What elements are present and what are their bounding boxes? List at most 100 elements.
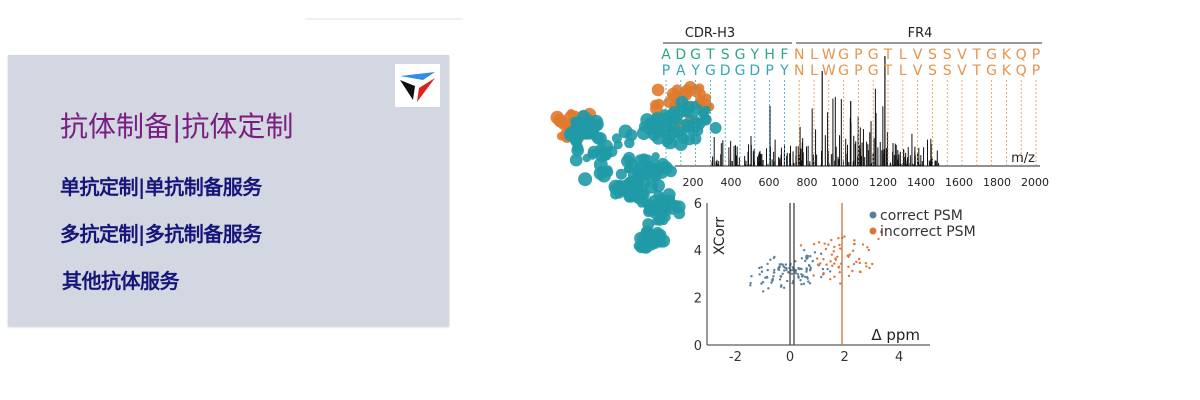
scatter-point-incorrect xyxy=(836,255,839,258)
scatter-point-correct xyxy=(769,258,772,262)
sequence-letter: G xyxy=(868,47,879,63)
scatter-point-correct xyxy=(805,255,808,259)
scatter-point-correct xyxy=(796,272,799,276)
sequence-letter: G xyxy=(986,47,997,63)
link-polyclonal-service[interactable]: 多抗定制|多抗制备服务 xyxy=(60,222,262,246)
molecule-atom xyxy=(673,109,684,121)
scatter-point-incorrect xyxy=(868,266,871,270)
scatter-point-incorrect xyxy=(819,262,822,265)
sequence-letter: N xyxy=(794,63,804,79)
x-tick-label: 2 xyxy=(840,350,848,365)
scatter-point-correct xyxy=(785,266,788,270)
scatter-point-correct xyxy=(806,277,809,280)
region-label-cdr: CDR-H3 xyxy=(685,26,735,41)
scatter-point-correct xyxy=(797,275,800,278)
molecule-atom xyxy=(662,188,676,202)
sequence-letter: K xyxy=(1002,47,1012,63)
sequence-letter: G xyxy=(705,63,716,79)
scatter-point-incorrect xyxy=(855,260,858,264)
y-tick-label: 0 xyxy=(694,339,702,354)
sequence-letter: P xyxy=(765,63,773,79)
scatter-point-correct xyxy=(794,268,798,272)
scatter-point-correct xyxy=(778,265,781,269)
molecule-atom xyxy=(648,169,662,183)
scatter-point-correct xyxy=(826,267,829,271)
scatter-point-incorrect xyxy=(837,266,840,269)
scatter-point-incorrect xyxy=(864,262,868,265)
scatter-point-correct xyxy=(790,269,794,272)
scatter-point-incorrect xyxy=(833,262,836,265)
molecule-atom xyxy=(661,137,672,148)
molecule-atom xyxy=(664,165,677,178)
molecule-atom xyxy=(689,133,702,145)
scatter-point-correct xyxy=(758,266,761,270)
scatter-point-correct xyxy=(773,271,776,274)
spectrum-tick-label: 1600 xyxy=(945,176,973,189)
antibody-molecule-illustration xyxy=(550,81,722,254)
scatter-point-incorrect xyxy=(846,254,849,257)
scatter-point-correct xyxy=(800,275,804,278)
scatter-point-correct xyxy=(785,279,789,283)
link-monoclonal-service[interactable]: 单抗定制|单抗制备服务 xyxy=(60,175,262,199)
sequence-letter: F xyxy=(780,47,788,63)
molecule-atom xyxy=(582,153,591,163)
scatter-point-incorrect xyxy=(830,253,834,256)
y-tick-label: 6 xyxy=(694,197,702,212)
scatter-point-incorrect xyxy=(853,239,856,242)
sequence-letter: Y xyxy=(750,47,760,63)
scatter-point-incorrect xyxy=(812,274,815,277)
x-axis-label: Δ ppm xyxy=(871,326,920,344)
scatter-point-incorrect xyxy=(861,243,865,246)
spectrum-tick-label: 2000 xyxy=(1021,176,1049,189)
scatter-point-correct xyxy=(749,284,752,287)
sequence-letter: G xyxy=(735,63,746,79)
x-tick-label: 4 xyxy=(895,350,903,365)
mass-spectrum: 200 400 600 800 1000 1200 1400 1600 1800 2000 m/z xyxy=(675,56,1049,189)
sequence-letter: G xyxy=(735,47,746,63)
link-other-antibody-service[interactable]: 其他抗体服务 xyxy=(62,269,180,293)
molecule-atom xyxy=(620,182,632,193)
y-tick-label: 2 xyxy=(694,292,702,307)
scatter-point-correct xyxy=(791,266,794,269)
scatter-point-correct xyxy=(804,275,807,279)
scatter-point-incorrect xyxy=(851,269,854,273)
scatter-point-incorrect xyxy=(799,244,803,247)
scatter-point-correct xyxy=(798,267,801,271)
scatter-point-correct xyxy=(782,269,786,272)
sequence-letter: S xyxy=(943,63,952,79)
spectrum-tick-label: 1000 xyxy=(831,176,859,189)
scatter-point-correct xyxy=(808,264,811,268)
scatter-point-correct xyxy=(803,259,807,263)
scatter-point-correct xyxy=(805,267,808,270)
scatter-point-correct xyxy=(750,274,753,278)
scatter-point-correct xyxy=(828,270,832,273)
sequence-letter: D xyxy=(720,63,731,79)
sequence-letter: P xyxy=(1032,47,1040,63)
sequence-letter: V xyxy=(957,47,967,63)
sequence-letter: Y xyxy=(779,63,789,79)
scatter-point-incorrect xyxy=(831,264,834,268)
molecule-atom xyxy=(690,100,700,110)
sequence-letter: T xyxy=(705,47,715,63)
sequence-letter: S xyxy=(928,63,937,79)
spectrum-tick-label: 400 xyxy=(721,176,742,189)
sequence-letter: N xyxy=(794,47,804,63)
scatter-point-correct xyxy=(785,268,788,272)
molecule-atom xyxy=(651,83,665,97)
molecule-atom xyxy=(653,98,665,110)
molecule-atom xyxy=(658,209,667,218)
xcorr-scatter-plot: 0 2 4 6 -2 0 2 4 XCorr Δ ppm correct PSMincorrect … xyxy=(694,197,976,365)
scatter-point-correct xyxy=(805,270,808,273)
antibody-ms-figure: 200 400 600 800 1000 1200 1400 1600 1800 2000m/z … xyxy=(550,26,1049,365)
scatter-point-incorrect xyxy=(812,242,816,246)
sequence-letter: A xyxy=(661,47,671,63)
scatter-point-incorrect xyxy=(847,274,851,278)
sequence-letter: T xyxy=(972,47,982,63)
molecule-atom xyxy=(579,123,592,136)
sequence-letter: Q xyxy=(1016,63,1027,79)
spectrum-tick-label: 600 xyxy=(759,176,780,189)
x-tick-label: -2 xyxy=(729,350,742,365)
scatter-point-incorrect xyxy=(867,248,871,252)
legend-label: correct PSM xyxy=(880,208,963,224)
service-panel xyxy=(8,55,449,326)
